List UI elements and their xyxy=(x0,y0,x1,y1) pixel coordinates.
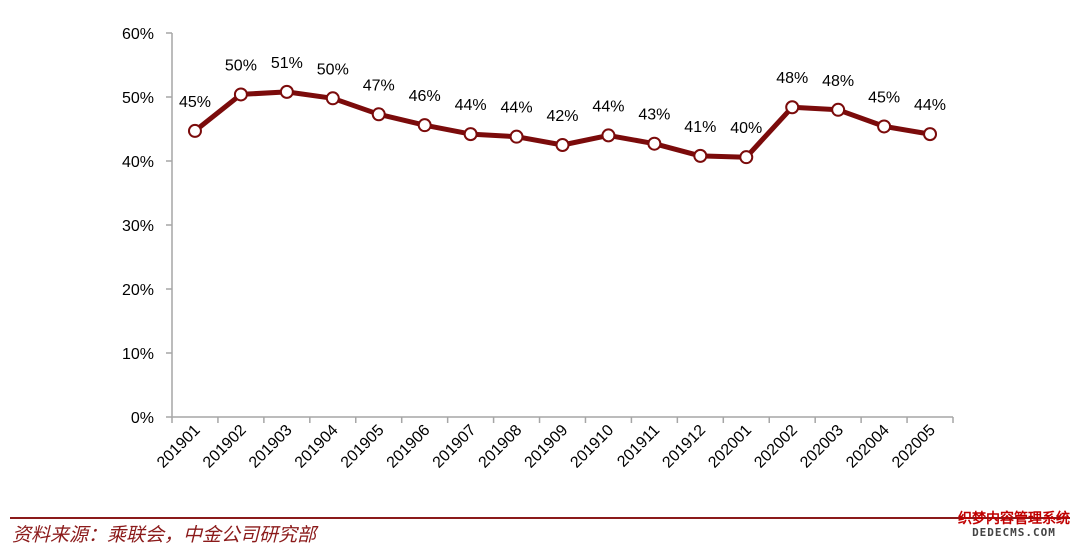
x-tick-label: 201908 xyxy=(476,422,526,472)
data-point xyxy=(417,118,432,133)
data-point xyxy=(923,127,938,142)
x-tick-label: 201906 xyxy=(384,422,434,472)
data-label: 41% xyxy=(684,119,716,136)
data-point xyxy=(325,91,340,106)
data-point xyxy=(601,128,616,143)
data-label: 48% xyxy=(776,70,808,87)
x-tick-label: 202003 xyxy=(797,422,847,472)
data-label: 44% xyxy=(914,97,946,114)
data-label: 50% xyxy=(317,61,349,78)
x-tick-label: 201902 xyxy=(200,422,250,472)
y-tick-label: 30% xyxy=(122,218,154,235)
x-tick-label: 201909 xyxy=(522,422,572,472)
data-point xyxy=(831,102,846,117)
data-label: 45% xyxy=(868,89,900,106)
data-point xyxy=(739,150,754,165)
x-tick-label: 201905 xyxy=(338,422,388,472)
data-label: 48% xyxy=(822,73,854,90)
data-label: 40% xyxy=(730,120,762,137)
data-point xyxy=(785,100,800,115)
data-label: 42% xyxy=(546,108,578,125)
data-point xyxy=(877,119,892,134)
data-point xyxy=(463,127,478,142)
data-label: 50% xyxy=(225,57,257,74)
data-label: 44% xyxy=(455,97,487,114)
x-tick-label: 201904 xyxy=(292,422,342,472)
x-tick-label: 202002 xyxy=(751,422,801,472)
x-tick-label: 201910 xyxy=(567,422,617,472)
data-point xyxy=(279,84,294,99)
y-tick-label: 50% xyxy=(122,90,154,107)
data-point xyxy=(647,136,662,151)
data-point xyxy=(371,107,386,122)
data-point xyxy=(509,129,524,144)
data-labels: 45% 50% 51% 50% 47% 46% 44% 44% 42% 44% 43% 41% 40% 4… xyxy=(179,55,946,137)
y-tick-label: 10% xyxy=(122,346,154,363)
source-note: 资料来源：乘联会，中金公司研究部 xyxy=(12,524,317,546)
x-tick-label: 201912 xyxy=(659,422,709,472)
data-label: 46% xyxy=(409,88,441,105)
x-tick-label: 202004 xyxy=(843,422,893,472)
data-label: 44% xyxy=(592,98,624,115)
data-label: 43% xyxy=(638,107,670,124)
data-label: 51% xyxy=(271,55,303,72)
y-tick-label: 40% xyxy=(122,154,154,171)
y-tick-label: 60% xyxy=(122,26,154,43)
source-divider xyxy=(10,517,1070,519)
watermark-logo: 织梦内容管理系统 DEDECMS.COM xyxy=(958,511,1070,540)
x-tick-label: 202005 xyxy=(889,422,939,472)
data-point xyxy=(187,123,202,138)
x-tick-label: 202001 xyxy=(705,422,755,472)
data-point xyxy=(233,87,248,102)
data-point xyxy=(693,148,708,163)
y-tick-label: 20% xyxy=(122,282,154,299)
x-tick-label: 201901 xyxy=(154,422,204,472)
y-tick-label: 0% xyxy=(131,410,154,427)
watermark-en: DEDECMS.COM xyxy=(972,526,1056,540)
data-point xyxy=(555,138,570,152)
y-axis: 0% 10% 20% 30% 40% 50% 60% xyxy=(122,26,173,427)
data-label: 44% xyxy=(501,100,533,117)
data-label: 47% xyxy=(363,77,395,94)
data-label: 45% xyxy=(179,94,211,111)
x-tick-label: 201903 xyxy=(246,422,296,472)
x-tick-label: 201911 xyxy=(614,422,663,471)
x-axis: 2019012019022019032019042019052019062019… xyxy=(154,416,954,472)
watermark-cn: 织梦内容管理系统 xyxy=(958,511,1070,527)
x-tick-label: 201907 xyxy=(430,422,480,472)
line-chart: 0%10%20%30%40%50%60% 2019012019022019032… xyxy=(122,26,954,472)
markers xyxy=(187,84,938,165)
